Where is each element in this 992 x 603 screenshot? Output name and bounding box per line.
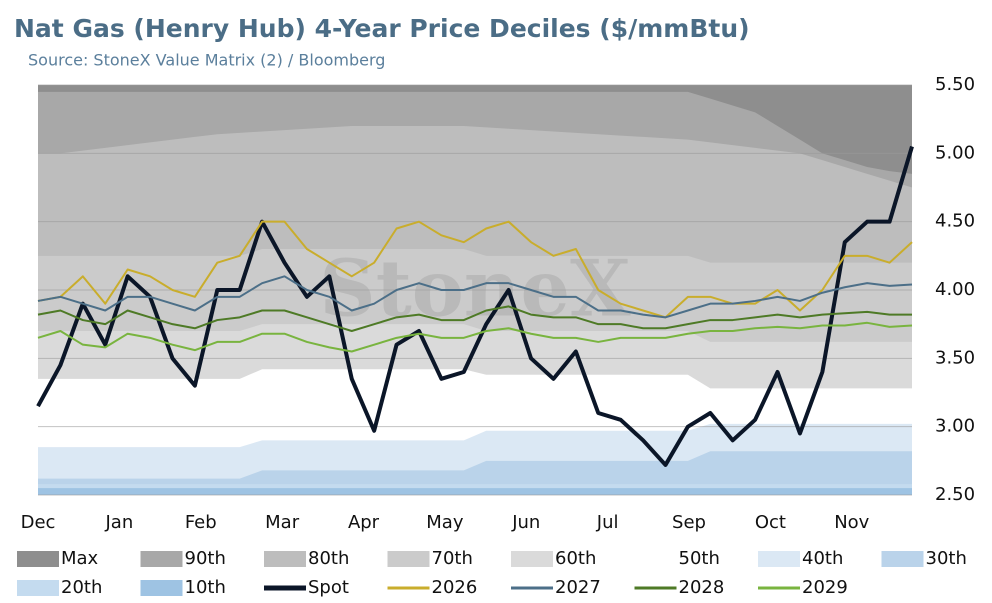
legend-label: 80th [308,548,349,569]
legend-swatch [140,551,183,567]
legend-label: 70th [432,548,473,569]
legend-label: 10th [185,577,226,598]
chart-title: Nat Gas (Henry Hub) 4-Year Price Deciles… [14,14,750,43]
x-tick-label: Sep [672,512,706,533]
x-tick-label: Feb [185,512,217,533]
series-line [36,145,914,467]
legend-swatch [387,551,430,567]
legend-swatch [17,551,59,567]
decile-area [38,488,912,495]
x-tick-label: May [426,512,464,533]
x-tick-label: Jul [596,512,619,533]
legend-swatch [758,551,800,567]
y-tick-label: 5.00 [935,142,975,163]
legend-label: 2028 [679,577,725,598]
series-line [37,275,913,319]
y-tick-label: 3.00 [935,416,975,437]
x-tick-label: Dec [21,512,56,533]
legend-label: 2027 [555,577,601,598]
legend-swatch [17,580,59,596]
chart-subtitle: Source: StoneX Value Matrix (2) / Bloomb… [28,51,385,70]
legend-swatch [140,580,183,596]
legend-swatch [881,551,924,567]
y-tick-label: 4.00 [935,279,975,300]
x-tick-label: Jun [511,512,540,533]
series-line [37,305,912,332]
legend-label: 30th [926,548,967,569]
legend-label: 40th [802,548,843,569]
decile-area [38,451,912,495]
legend-label: 2029 [802,577,848,598]
y-tick-label: 2.50 [935,484,975,505]
legend-label: 90th [185,548,226,569]
legend-swatch [264,551,306,567]
legend-label: 60th [555,548,596,569]
y-tick-label: 5.50 [935,74,975,95]
series-line [37,220,913,319]
x-tick-label: Nov [834,512,869,533]
legend-label: Max [61,548,99,569]
legend-swatch [511,551,553,567]
legend-label: 2026 [432,577,478,598]
x-tick-label: Mar [265,512,300,533]
legend-label: Spot [308,577,349,598]
series-line [37,321,913,353]
x-tick-label: Apr [348,512,380,533]
y-tick-label: 4.50 [935,211,975,232]
x-tick-label: Oct [755,512,786,533]
x-tick-label: Jan [105,512,134,533]
y-tick-label: 3.50 [935,347,975,368]
legend-swatch [634,551,677,567]
legend-label: 50th [679,548,720,569]
legend-label: 20th [61,577,102,598]
